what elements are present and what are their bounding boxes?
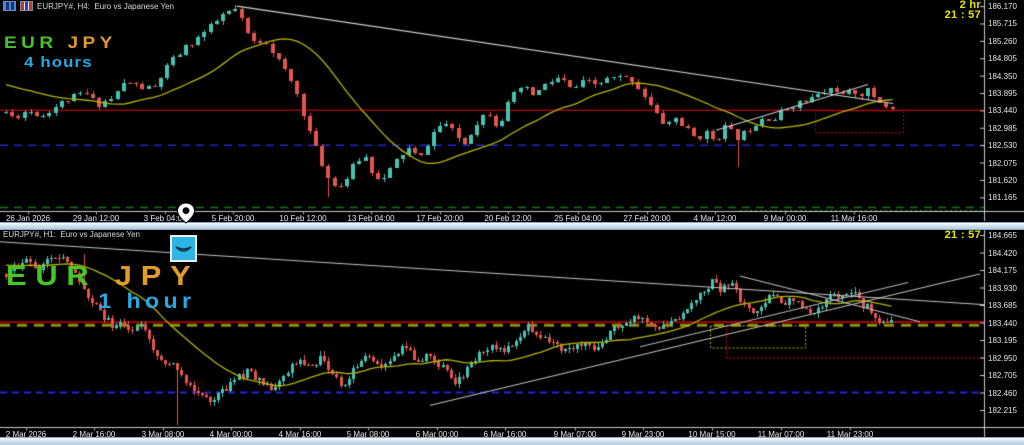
time-label: 9 Mar 23:00 [621,430,665,439]
time-label: 20 Feb 12:00 [484,214,532,223]
time-label: 4 Mar 12:00 [693,214,737,223]
watermark-timeframe: 1 hour [98,290,196,313]
price-label: 184.350 [988,72,1017,81]
drawing-tool-icon[interactable] [170,235,197,262]
timer-clock: 21 : 57 [944,229,981,241]
time-label: 11 Mar 23:00 [826,430,874,439]
time-label: 10 Feb 12:00 [279,214,327,223]
bottom-chart-titlebar: EURJPY#, H1: Euro vs Japanese Yen [3,230,140,239]
price-label: 183.895 [988,89,1017,98]
time-label: 6 Mar 16:00 [483,430,527,439]
price-label: 183.195 [988,336,1017,345]
time-label: 29 Jan 12:00 [72,214,120,223]
time-label: 4 Mar 16:00 [278,430,322,439]
top-chart-title: EURJPY#, H4: Euro vs Japanese Yen [37,1,174,11]
time-label: 9 Mar 07:00 [553,430,597,439]
time-label: 2 Mar 2026 [5,430,47,439]
price-label: 182.530 [988,141,1017,150]
price-label: 184.665 [988,231,1017,240]
candle-chart-icon [20,1,33,11]
time-label: 6 Mar 00:00 [415,430,459,439]
price-label: 182.705 [988,371,1017,380]
price-label: 186.170 [988,2,1017,11]
time-label: 4 Mar 00:00 [209,430,253,439]
timer-remaining: 2 hr [959,0,981,11]
time-label: 27 Feb 20:00 [623,214,671,223]
watermark-base-currency: EUR [6,260,98,291]
watermark-quote-currency: JPY [67,33,117,52]
time-label: 2 Mar 16:00 [72,430,116,439]
price-label: 185.260 [988,37,1017,46]
price-label: 183.930 [988,284,1017,293]
price-label: 182.985 [988,124,1017,133]
bottom-watermark: EUR JPY 1 hour [6,260,199,314]
time-label: 26 Jan 2026 [5,214,51,223]
anchor-pin-icon[interactable] [176,202,196,229]
time-label: 11 Mar 07:00 [757,430,805,439]
watermark-quote-currency: JPY [114,260,200,291]
pane-separator[interactable] [0,222,1024,230]
time-label: 17 Feb 20:00 [416,214,464,223]
timer-clock: 21 : 57 [944,9,981,21]
arc-glyph [175,246,192,252]
time-label: 25 Feb 04:00 [554,214,602,223]
symbol-list-icon [3,1,16,11]
time-label: 3 Mar 08:00 [141,430,185,439]
price-label: 184.420 [988,249,1017,258]
watermark-timeframe: 4 hours [24,54,93,71]
price-label: 182.950 [988,354,1017,363]
time-label: 3 Feb 04:00 [143,214,187,223]
price-label: 183.440 [988,319,1017,328]
top-watermark: EUR JPY 4 hours [4,33,117,71]
time-label: 11 Mar 16:00 [830,214,878,223]
price-label: 183.440 [988,106,1017,115]
time-label: 13 Feb 04:00 [347,214,395,223]
price-label: 184.805 [988,54,1017,63]
price-label: 182.215 [988,406,1017,415]
time-label: 10 Mar 15:00 [688,430,736,439]
window-bottom-strip [0,437,1024,445]
bottom-chart-title: EURJPY#, H1: Euro vs Japanese Yen [3,230,140,239]
top-chart-titlebar: EURJPY#, H4: Euro vs Japanese Yen [3,1,174,11]
watermark-base-currency: EUR [4,33,58,52]
price-label: 184.175 [988,266,1017,275]
price-label: 181.165 [988,193,1017,202]
price-label: 183.685 [988,301,1017,310]
time-label: 5 Feb 20:00 [211,214,255,223]
time-label: 9 Mar 00:00 [763,214,807,223]
bottom-candle-timer: 21 : 57 [944,229,981,241]
price-label: 181.620 [988,176,1017,185]
price-label: 182.460 [988,389,1017,398]
time-label: 5 Mar 08:00 [346,430,390,439]
top-candle-timer: 2 hr 21 : 57 [944,0,981,21]
price-label: 182.075 [988,159,1017,168]
price-label: 185.715 [988,19,1017,28]
